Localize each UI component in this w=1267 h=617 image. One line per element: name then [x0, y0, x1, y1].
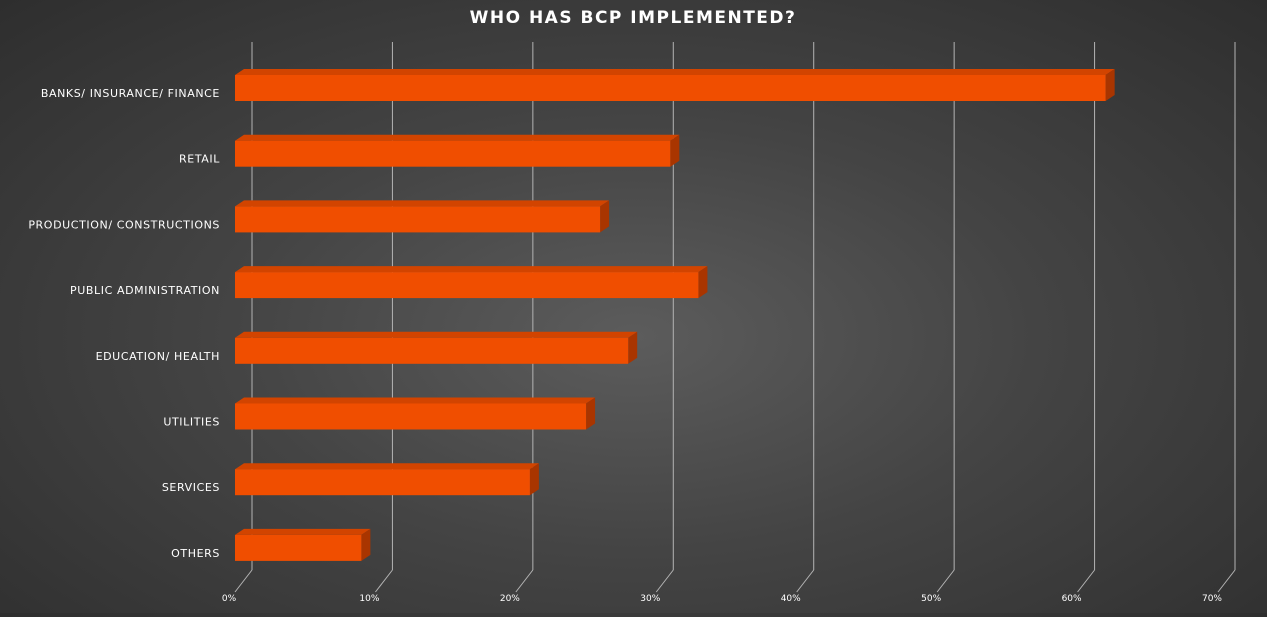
- bar-group: [235, 200, 610, 233]
- bar-group: [235, 266, 708, 299]
- x-tick-label: 60%: [1062, 594, 1082, 604]
- bar-group: [235, 331, 638, 364]
- category-label: PRODUCTION/ CONSTRUCTIONS: [28, 218, 220, 231]
- gridline-floor: [515, 569, 534, 593]
- bar-group: [235, 134, 680, 167]
- bar: [235, 403, 587, 430]
- bar-top-face: [235, 463, 539, 470]
- gridline-floor: [936, 569, 955, 593]
- bar: [235, 469, 530, 496]
- bar-group: [235, 397, 596, 430]
- category-label: SERVICES: [162, 481, 220, 494]
- x-tick-label: 20%: [500, 594, 520, 604]
- x-tick-label: 50%: [921, 594, 941, 604]
- bar-side-face: [1105, 69, 1115, 101]
- bar-side-face: [586, 397, 596, 430]
- bar: [235, 206, 601, 233]
- bar-group: [235, 528, 371, 561]
- bar-side-face: [529, 463, 539, 496]
- gridline-floor: [655, 569, 674, 593]
- bar-side-face: [361, 528, 371, 561]
- bar: [235, 140, 671, 167]
- bar: [235, 272, 699, 299]
- bar: [235, 337, 629, 364]
- category-label: OTHERS: [171, 547, 220, 560]
- bar-side-face: [600, 200, 610, 233]
- gridline-floor: [796, 569, 815, 593]
- x-tick-label: 40%: [781, 594, 801, 604]
- chart-title: WHO HAS BCP IMPLEMENTED?: [470, 8, 797, 28]
- category-label: UTILITIES: [163, 416, 220, 429]
- bars: [235, 69, 1115, 561]
- bar-top-face: [235, 266, 708, 273]
- gridlines: [234, 42, 1236, 593]
- bar-top-face: [235, 134, 680, 141]
- bar-group: [235, 69, 1115, 101]
- bar-top-face: [235, 331, 638, 338]
- x-tick-label: 30%: [640, 594, 660, 604]
- bar: [235, 75, 1106, 101]
- bar-top-face: [235, 200, 610, 207]
- bar-side-face: [698, 266, 708, 299]
- bar-top-face: [235, 528, 371, 535]
- x-tick-labels: 0% 10% 20% 30% 40% 50% 60% 70%: [222, 594, 1223, 604]
- x-tick-label: 70%: [1202, 594, 1222, 604]
- bar-top-face: [235, 69, 1115, 75]
- bar-top-face: [235, 397, 596, 404]
- bar-side-face: [628, 331, 638, 364]
- gridline-floor: [234, 569, 253, 593]
- category-label: EDUCATION/ HEALTH: [96, 350, 220, 363]
- x-tick-label: 10%: [359, 594, 379, 604]
- x-tick-label: 0%: [222, 594, 237, 604]
- category-label: RETAIL: [179, 153, 220, 166]
- bar-group: [235, 463, 539, 496]
- gridline-floor: [1217, 569, 1236, 593]
- gridline-floor: [375, 569, 393, 593]
- category-label: BANKS/ INSURANCE/ FINANCE: [41, 87, 220, 100]
- category-labels: BANKS/ INSURANCE/ FINANCE RETAIL PRODUCTIO…: [28, 87, 220, 560]
- bar: [235, 534, 362, 561]
- gridline-floor: [1077, 569, 1095, 593]
- category-label: PUBLIC ADMINISTRATION: [70, 284, 220, 297]
- bar-side-face: [670, 134, 680, 167]
